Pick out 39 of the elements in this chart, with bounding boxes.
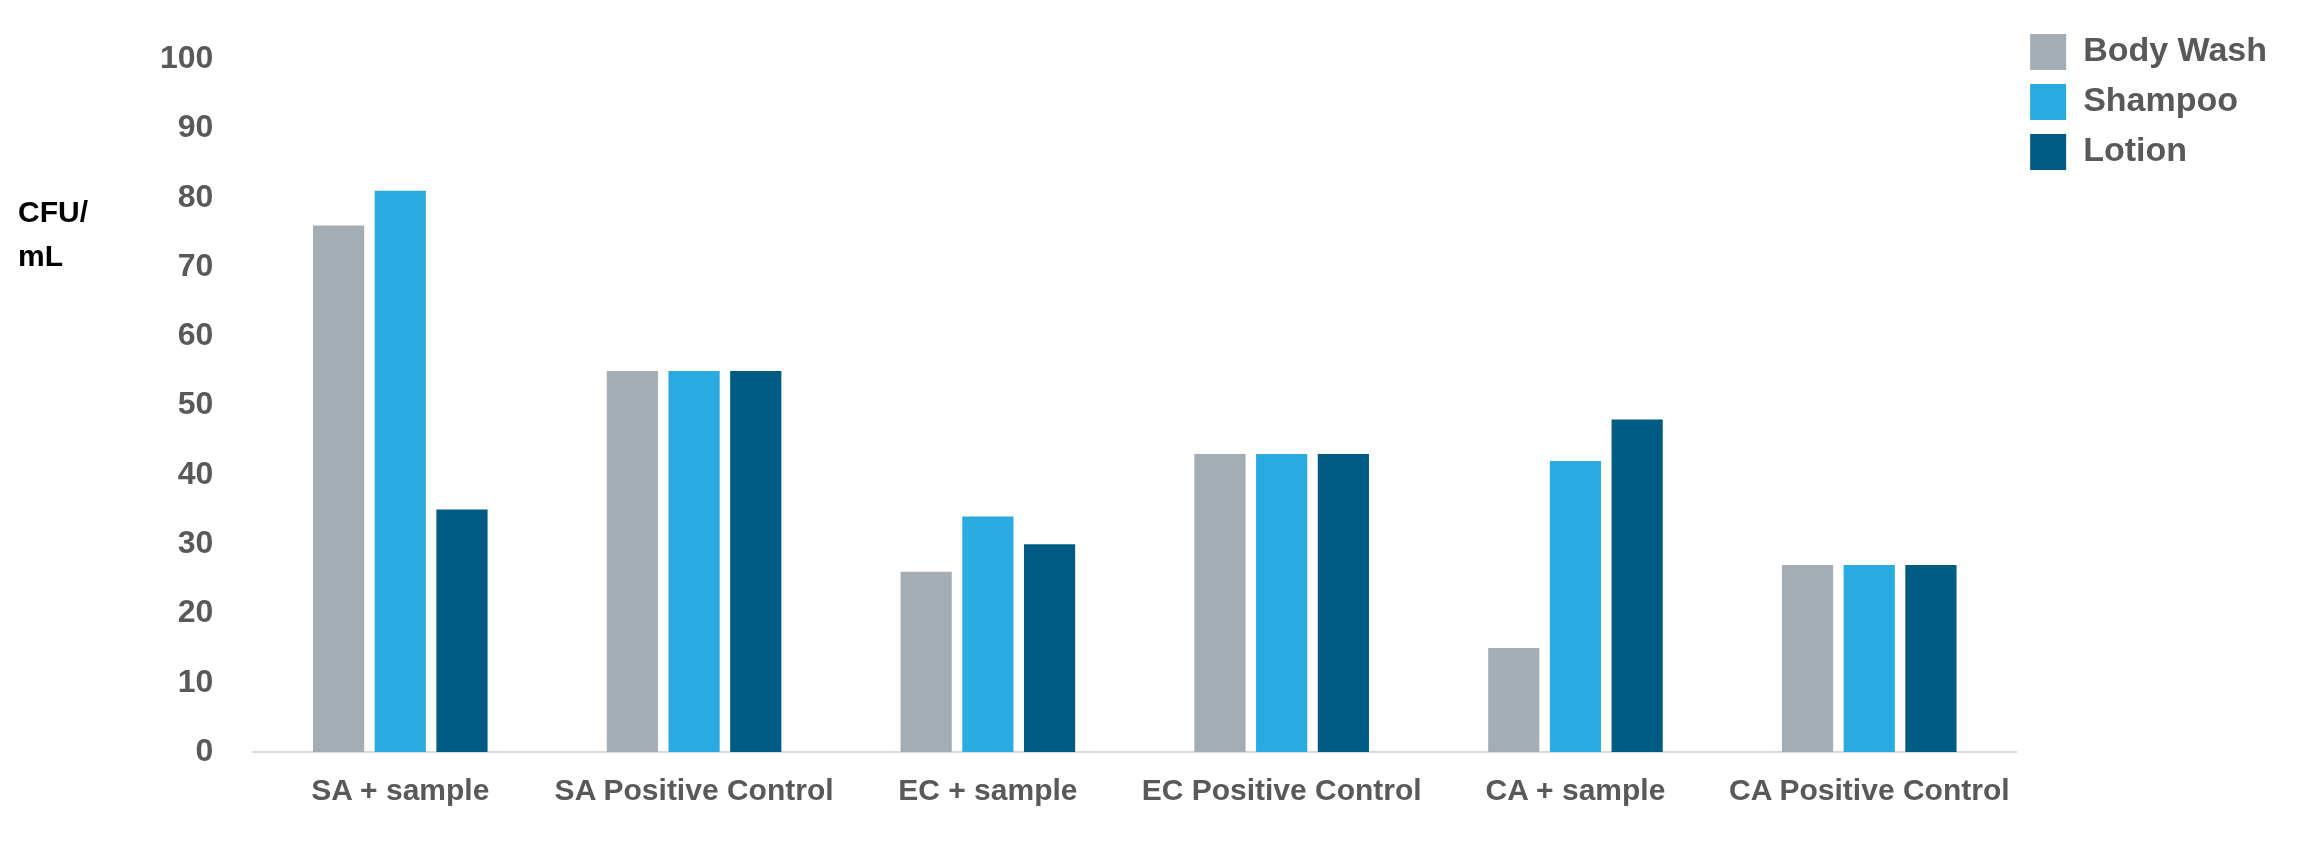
y-tick-label: 90 xyxy=(177,108,214,145)
bar xyxy=(1488,648,1540,752)
x-tick-label: SA Positive Control xyxy=(554,773,834,807)
bar xyxy=(668,370,720,752)
y-tick-label: 40 xyxy=(177,454,214,491)
bar xyxy=(962,516,1014,752)
y-tick-label: 60 xyxy=(177,316,214,353)
y-tick-label: 30 xyxy=(177,523,214,560)
y-tick-label: 10 xyxy=(177,662,214,699)
bar xyxy=(1905,564,1957,752)
x-tick-label: CA Positive Control xyxy=(1728,773,2010,807)
legend-label: Body Wash xyxy=(2083,30,2268,69)
bar xyxy=(1549,461,1602,752)
bar xyxy=(1023,544,1076,752)
bar xyxy=(374,190,426,752)
bar xyxy=(1781,564,1834,752)
bar xyxy=(1317,454,1369,752)
x-tick-label: EC Positive Control xyxy=(1141,773,1422,807)
y-tick-label: 0 xyxy=(195,731,214,768)
y-tick-label: 50 xyxy=(177,385,214,422)
bar xyxy=(436,509,488,752)
bar xyxy=(730,370,782,752)
legend-label: Shampoo xyxy=(2083,80,2239,119)
y-tick-label: 100 xyxy=(160,39,214,76)
y-tick-label: 70 xyxy=(177,246,214,283)
x-tick-label: CA + sample xyxy=(1485,773,1666,807)
x-tick-label: EC + sample xyxy=(898,773,1078,807)
x-tick-label: SA + sample xyxy=(311,773,490,807)
bar xyxy=(606,370,658,752)
y-tick-label: 20 xyxy=(177,593,214,630)
bar xyxy=(1194,454,1246,752)
legend-label: Lotion xyxy=(2083,130,2187,169)
bar xyxy=(900,571,952,752)
bar xyxy=(1256,454,1308,752)
y-tick-label: 80 xyxy=(177,177,214,214)
bar xyxy=(1843,564,1895,752)
y-axis-title: CFU/ mL xyxy=(18,194,89,274)
bar xyxy=(1611,419,1663,752)
bar xyxy=(312,225,365,752)
